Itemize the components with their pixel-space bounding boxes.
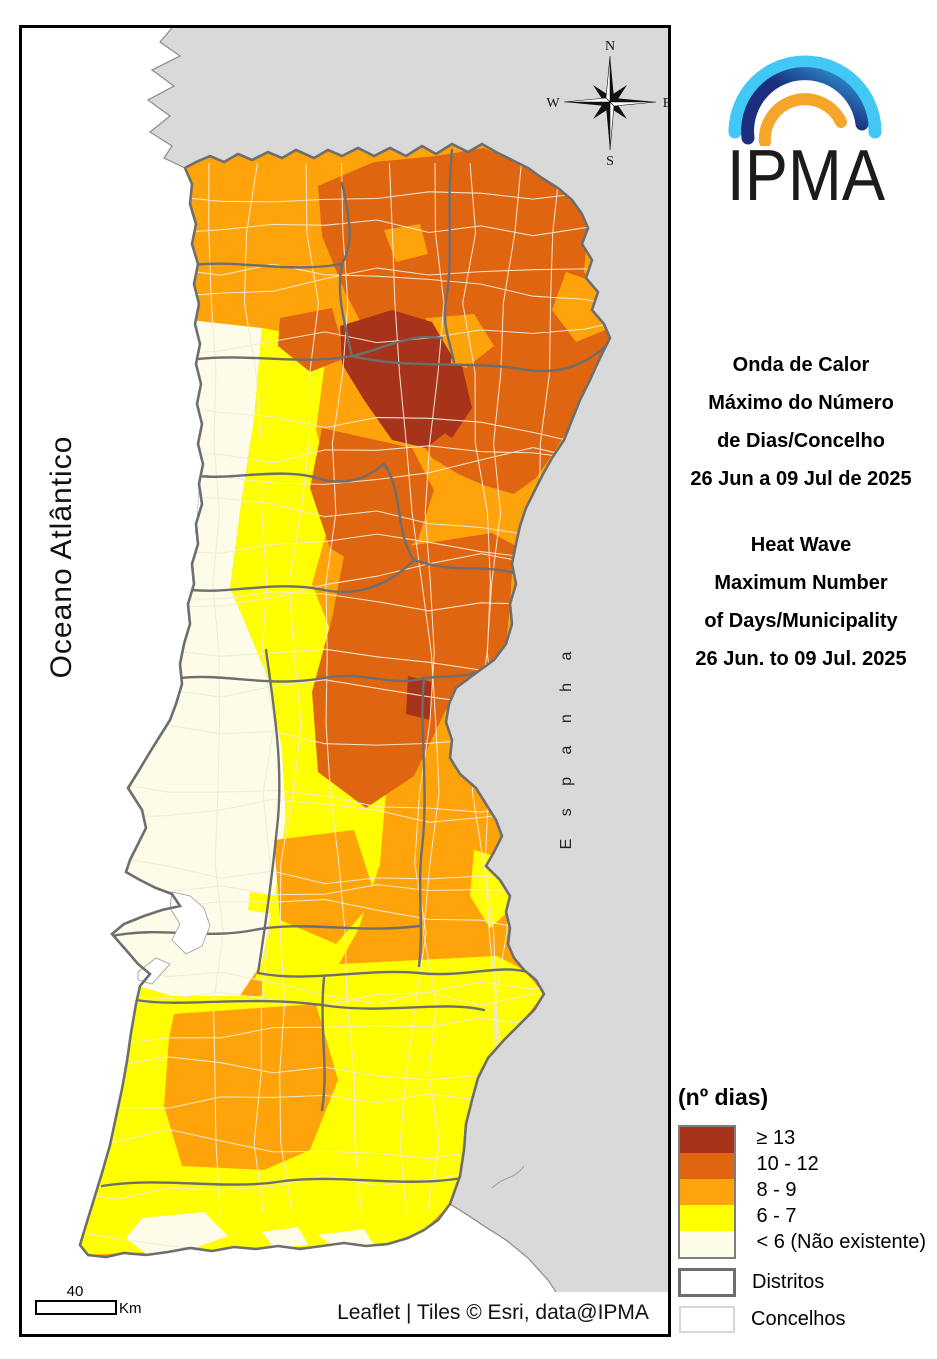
- title-en-line: Heat Wave: [750, 534, 852, 556]
- legend-swatch: [680, 1231, 734, 1257]
- scale-distance: 40: [66, 1283, 84, 1300]
- title-pt-line: 26 Jun a 09 Jul de 2025: [690, 468, 912, 490]
- ipma-logo-arcs-icon: [728, 55, 882, 146]
- scale-bar: 40 Km: [35, 1283, 155, 1317]
- compass-south-label: S: [606, 154, 614, 169]
- legend-class-label: < 6 (Não existente): [756, 1231, 926, 1253]
- map-viewport[interactable]: N S W E Oceano Atlântico E s p a n h a 4…: [19, 25, 671, 1337]
- scale-unit: Km: [119, 1300, 142, 1317]
- legend-class-label: ≥ 13: [756, 1127, 796, 1149]
- atlantic-ocean: [22, 28, 576, 1334]
- compass-north-label: N: [605, 39, 615, 54]
- title-pt-line: Onda de Calor: [732, 354, 870, 376]
- spain-label: E s p a n h a: [558, 642, 575, 850]
- scale-bar-rule: [35, 1300, 117, 1315]
- legend-districts-row: Distritos: [678, 1268, 934, 1297]
- district-borders: [100, 148, 610, 1188]
- municipalities-label: Concelhos: [751, 1308, 846, 1330]
- municipality-borders: [80, 162, 610, 1257]
- districts-outline-swatch: [678, 1268, 736, 1297]
- legend-title: (nº dias): [678, 1084, 769, 1110]
- legend-swatch-column: [678, 1125, 736, 1259]
- legend-swatch: [680, 1153, 734, 1179]
- choropleth-map: N S W E: [22, 28, 668, 1334]
- legend-swatch: [680, 1127, 734, 1153]
- compass-east-label: E: [663, 96, 668, 111]
- ocean-label: Oceano Atlântico: [45, 435, 78, 679]
- legend-class-label: 10 - 12: [756, 1153, 819, 1175]
- municipalities-outline-swatch: [679, 1306, 735, 1333]
- title-en-line: 26 Jun. to 09 Jul. 2025: [695, 648, 907, 670]
- compass-west-label: W: [546, 96, 560, 111]
- legend-swatch: [680, 1205, 734, 1231]
- title-pt-line: de Dias/Concelho: [717, 430, 885, 452]
- title-pt-line: Máximo do Número: [708, 392, 894, 414]
- title-en-line: of Days/Municipality: [704, 610, 898, 632]
- ipma-logo-wordmark: IPMA: [726, 136, 886, 216]
- legend-label-column: ≥ 13 10 - 12 8 - 9 6 - 7 < 6 (Não existe…: [756, 1125, 926, 1255]
- legend-municipalities-row: Concelhos: [678, 1306, 934, 1333]
- legend-class-label: 6 - 7: [756, 1205, 797, 1227]
- legend-class-label: 8 - 9: [756, 1179, 797, 1201]
- map-attribution[interactable]: Leaflet | Tiles © Esri, data@IPMA: [318, 1292, 668, 1334]
- title-english: Heat Wave Maximum Number of Days/Municip…: [668, 526, 934, 678]
- galicia-coastline: [146, 28, 186, 169]
- compass-rose-icon: N S W E: [546, 39, 668, 169]
- districts-label: Distritos: [752, 1271, 825, 1293]
- legend-swatch: [680, 1179, 734, 1205]
- title-portuguese: Onda de Calor Máximo do Número de Dias/C…: [668, 346, 934, 498]
- legend: (nº dias) ≥ 13 10 - 12 8 - 9 6 - 7 < 6 (…: [678, 1084, 934, 1333]
- title-en-line: Maximum Number: [714, 572, 888, 594]
